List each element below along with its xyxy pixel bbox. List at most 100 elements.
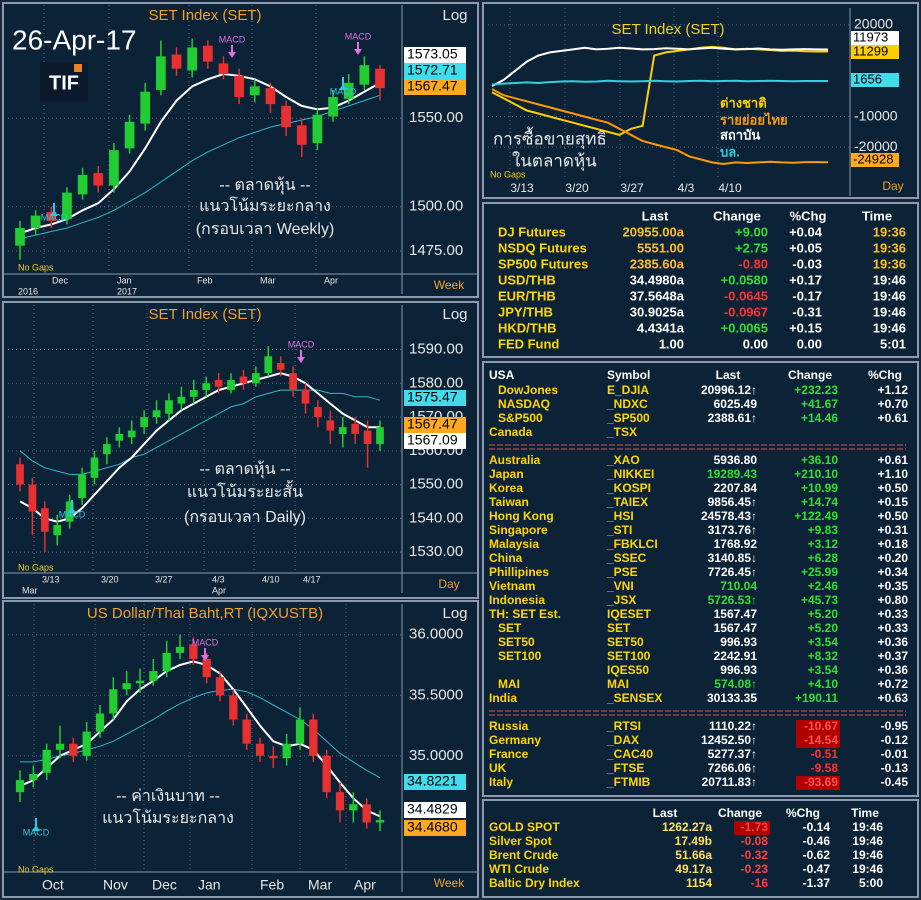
change: +14.46 (801, 411, 838, 425)
last: 1.00 (659, 336, 684, 351)
pct-change: +0.04 (789, 224, 823, 239)
change: -0.08 (741, 834, 769, 848)
candle-body (62, 192, 72, 220)
last: 2388.61↑ (708, 411, 757, 425)
chart-title: SET Index (SET) (148, 7, 261, 24)
candle-body (375, 820, 385, 823)
candle-body (202, 383, 211, 391)
change: -14.54 (804, 733, 838, 747)
scale-label: Log (442, 306, 467, 323)
pct-change: +0.17 (789, 272, 822, 287)
symbol: _VNI (606, 579, 634, 593)
last: 12452.50↑ (701, 733, 757, 747)
time: 19:36 (873, 224, 906, 239)
logo-accent (74, 64, 82, 72)
candle-body (40, 508, 49, 532)
row-name: Indonesia (489, 593, 545, 607)
pct-change: +1.10 (878, 467, 909, 481)
last: 20996.12↑ (701, 383, 757, 397)
time: 19:46 (873, 304, 906, 319)
row-name: SET50 (498, 635, 535, 649)
annotation-arrowhead (297, 357, 305, 363)
change: +190.11 (795, 691, 838, 705)
x-tick-label: Jan (117, 275, 132, 285)
change: +3.54 (808, 635, 839, 649)
flow-line (491, 88, 829, 166)
candle-body (255, 743, 265, 756)
row-name: HKD/THB (498, 320, 557, 335)
change-highlight (796, 776, 840, 790)
last: 5726.53↑ (708, 593, 757, 607)
caption: (กรอบเวลา Weekly) (196, 221, 335, 238)
chart-title: SET Index (SET) (611, 21, 724, 38)
symbol: SET50 (607, 635, 644, 649)
price-tag (404, 390, 466, 406)
pct-change: -0.03 (792, 256, 822, 271)
candle-body (301, 390, 310, 404)
x-tick-label: Jan (198, 877, 221, 893)
no-gaps: No Gaps (490, 169, 526, 179)
row-name: France (489, 747, 529, 761)
change: +9.00 (735, 224, 768, 239)
price-tag-label: -24928 (853, 151, 893, 166)
change: +5.20 (808, 607, 839, 621)
pct-change: +0.18 (878, 537, 909, 551)
candle-body (309, 719, 318, 756)
change: +5.20 (808, 621, 839, 635)
candle-body (127, 430, 136, 438)
x-year-label: Apr (212, 585, 226, 595)
candle-body (177, 396, 186, 404)
annotation-arrowhead (201, 655, 209, 661)
candle-body (103, 444, 111, 455)
row-name: UK (489, 761, 507, 775)
row-name: USD/THB (498, 272, 556, 287)
header: %Chg (868, 368, 902, 382)
time: 19:46 (873, 272, 906, 287)
change: +36.10 (801, 453, 838, 467)
price-tag-label: 11973 (853, 29, 888, 44)
pct-change: +0.33 (878, 621, 909, 635)
symbol: _KOSPI (606, 481, 651, 495)
change: +10.99 (801, 481, 838, 495)
change: -1.73 (741, 820, 769, 834)
header: Last (716, 368, 741, 382)
caption: แนวโน้มระยะกลาง (199, 196, 331, 215)
candle-body (343, 82, 354, 99)
panel (2, 2, 479, 298)
row-name: Canada (489, 425, 533, 439)
pct-change: -0.31 (792, 304, 822, 319)
annotation-arrowhead (339, 84, 347, 90)
y-tick-label: 1530.00 (409, 543, 463, 560)
last: 1567.47 (714, 607, 758, 621)
period-label: Day (882, 179, 903, 193)
y-tick-label: -20000 (854, 138, 898, 154)
x-tick-label: Dec (152, 877, 177, 893)
candle-body (90, 457, 99, 478)
annotation: MACD (330, 86, 357, 96)
time: 19:36 (873, 256, 906, 271)
candle-body (351, 423, 360, 434)
last: 4.4341a (637, 320, 685, 335)
last: 30133.35 (707, 691, 757, 705)
row-name: WTI Crude (489, 862, 549, 876)
time: 19:46 (873, 320, 906, 335)
row-name: GOLD SPOT (489, 820, 560, 834)
row-name: Phillipines (489, 565, 549, 579)
price-tag (404, 417, 466, 433)
last: 6025.49 (714, 397, 758, 411)
no-gaps: No Gaps (18, 864, 54, 874)
candle-body (162, 652, 171, 672)
change: -0.32 (741, 848, 769, 862)
price-tag (404, 802, 466, 818)
panel (2, 301, 479, 599)
pct-change: -0.12 (881, 733, 909, 747)
last: 574.08↑ (714, 677, 757, 691)
header: Time (851, 806, 879, 820)
symbol: _SENSEX (606, 691, 662, 705)
annotation: MACD (192, 637, 219, 647)
candle-body (249, 86, 260, 96)
candle-body (171, 54, 182, 69)
symbol: _TSX (606, 425, 637, 439)
pct-change: 0.00 (797, 336, 822, 351)
